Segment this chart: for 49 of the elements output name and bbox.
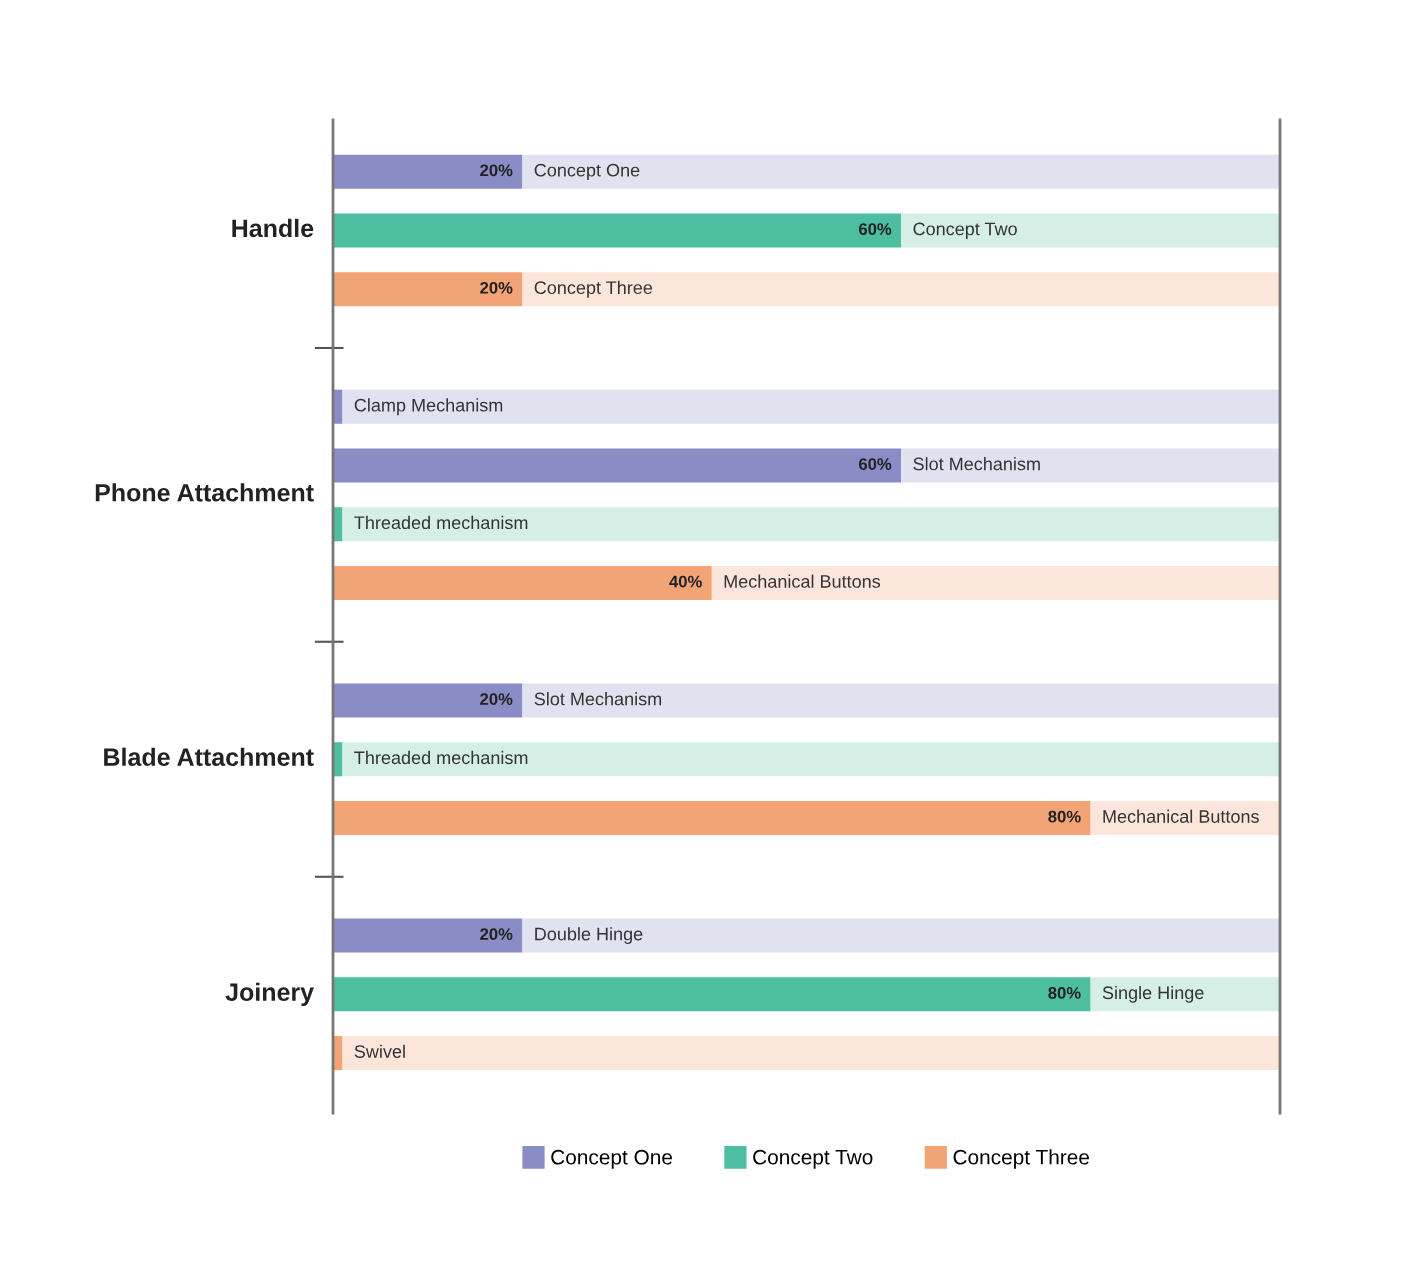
bar <box>333 213 902 248</box>
y-tick-label: Mechanical Buttons <box>1103 809 1259 823</box>
legend-label: Concept Three <box>953 1149 1089 1169</box>
bar <box>522 683 1280 718</box>
bar <box>711 565 1280 601</box>
data-label: 20% <box>480 693 513 705</box>
bar <box>522 154 1280 189</box>
bar <box>333 154 523 189</box>
bar <box>1090 977 1280 1012</box>
bar <box>901 213 1280 248</box>
data-label: 20% <box>480 164 513 177</box>
y-tick-label: Clamp Mechanism <box>354 398 503 416</box>
y-tick-label: Concept Three <box>534 280 653 298</box>
bar <box>333 801 1091 836</box>
bar <box>342 507 1280 542</box>
y-tick-label: Slot Mechanism <box>534 692 662 706</box>
bar <box>333 272 523 307</box>
y-tick-label: Swivel <box>354 1044 405 1058</box>
legend-label: Concept Two <box>753 1149 873 1169</box>
data-label: 60% <box>858 458 892 470</box>
bar <box>522 272 1280 307</box>
bar <box>342 1036 1280 1071</box>
data-label: 80% <box>1048 986 1081 999</box>
text: Handle <box>232 218 314 238</box>
bar <box>342 389 1280 424</box>
y-tick-label: Threaded mechanism <box>354 515 528 530</box>
y-tick-label: Mechanical Buttons <box>724 574 881 588</box>
data-label: 60% <box>858 223 892 235</box>
bar <box>333 683 523 718</box>
legend-label: Concept One <box>551 1149 673 1169</box>
bar <box>333 918 523 953</box>
bar <box>333 977 1091 1012</box>
data-label: 20% <box>480 928 513 941</box>
y-tick-label: Slot Mechanism <box>913 457 1040 471</box>
text: Blade Attachment <box>104 747 314 766</box>
bar <box>333 565 712 601</box>
data-label: 80% <box>1048 810 1081 823</box>
y-tick-label: Threaded mechanism <box>354 750 528 765</box>
data-label: 40% <box>669 575 702 588</box>
y-tick-label: Double Hinge <box>535 927 643 944</box>
data-label: 20% <box>480 281 513 294</box>
bar <box>901 448 1280 483</box>
text: Joinery <box>225 982 314 1006</box>
y-tick-label: Concept One <box>534 163 640 181</box>
bar <box>333 448 902 483</box>
y-tick-label: Single Hinge <box>1102 985 1204 1003</box>
bar <box>522 918 1280 953</box>
bar <box>342 742 1280 777</box>
text: Phone Attachment <box>95 483 314 502</box>
